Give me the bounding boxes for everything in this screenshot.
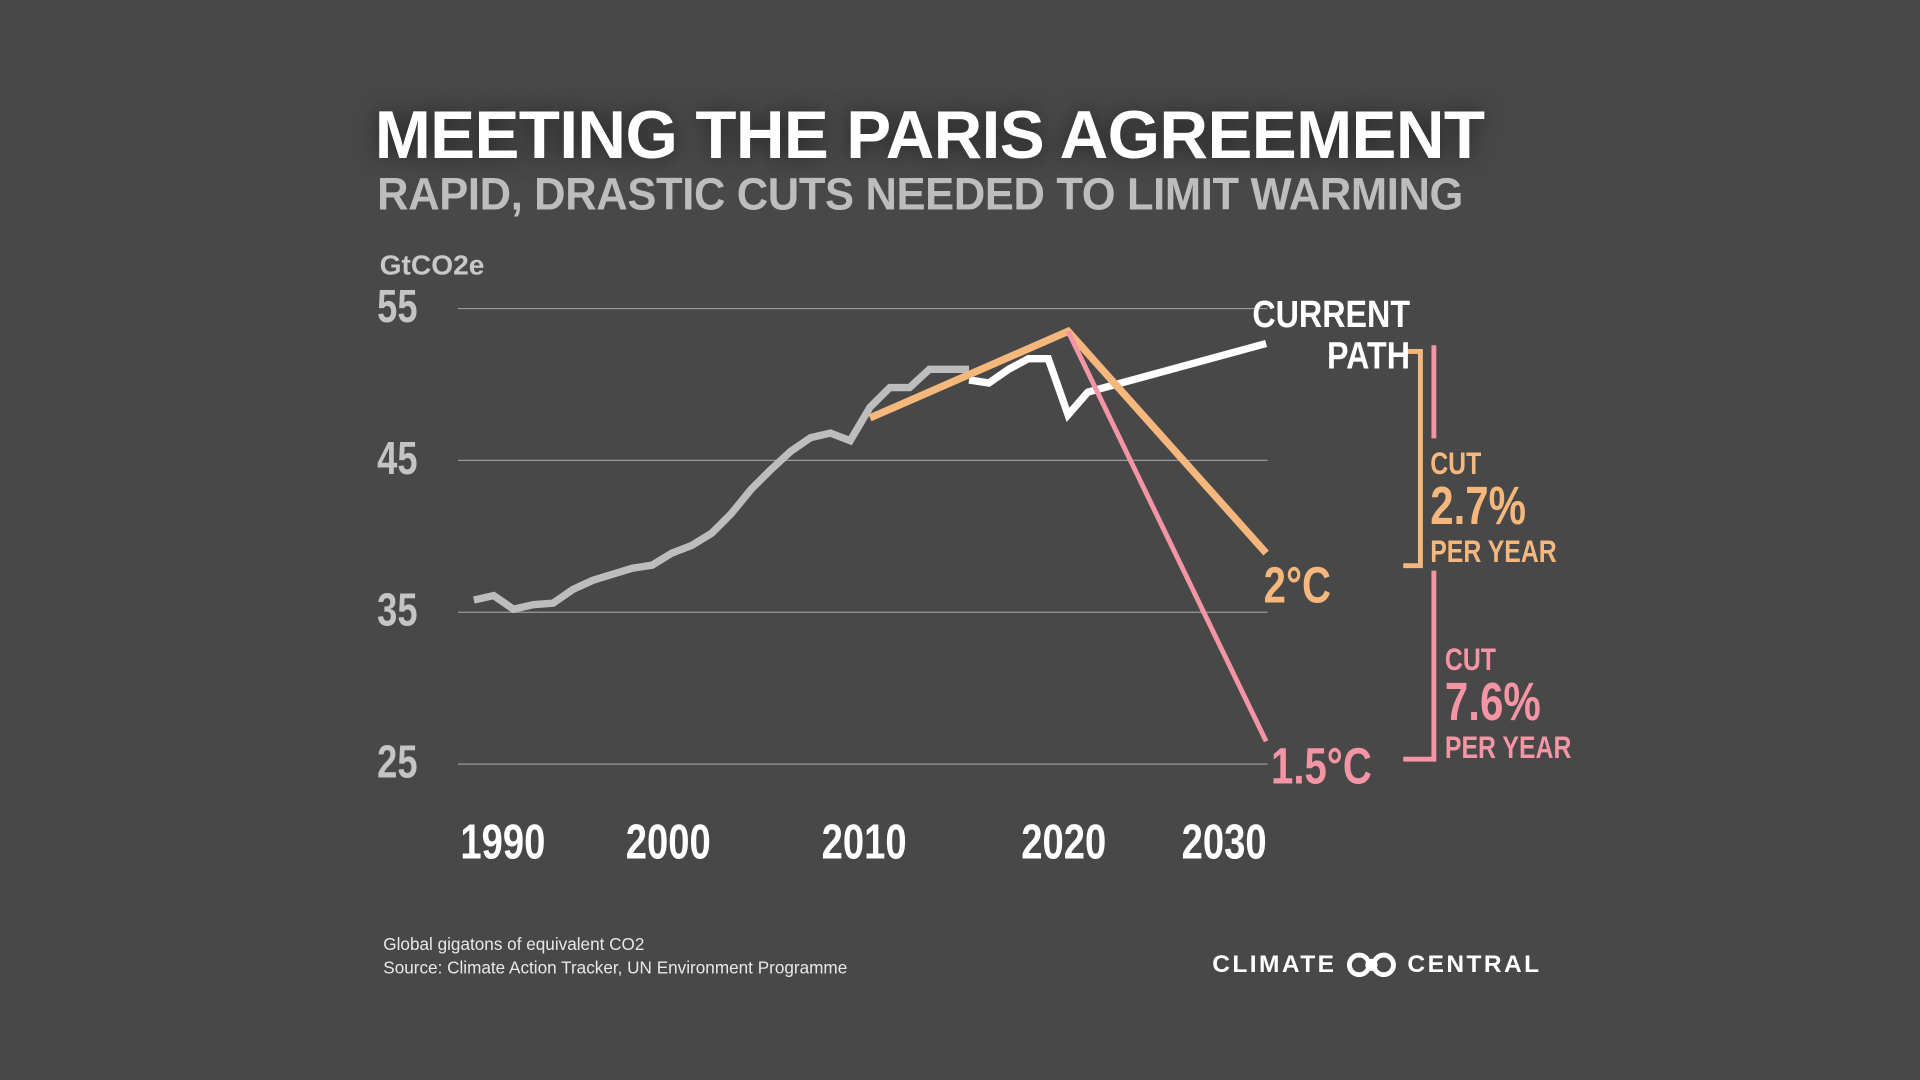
- climate-central-logo: CLIMATE CENTRAL: [1212, 951, 1542, 979]
- historical-line: [473, 365, 970, 614]
- x-tick-2030: 2030: [1181, 815, 1267, 870]
- bracket-15c: [1403, 570, 1437, 762]
- x-tick-2010: 2010: [821, 815, 907, 870]
- 2c-label: 2°C: [1263, 555, 1332, 614]
- y-tick-55: 55: [377, 281, 418, 334]
- bracket-2c: [1403, 348, 1423, 569]
- current-path-line: [968, 339, 1268, 423]
- y-axis-label: GtCO2e: [379, 248, 485, 281]
- climate-central-rings-icon: [1347, 952, 1397, 978]
- cut-1-5c-annotation: CUT 7.6% PER YEAR: [1444, 640, 1572, 766]
- 1-5c-pathway-line: [1065, 330, 1269, 743]
- footnote: Global gigatons of equivalent CO2 Source…: [383, 934, 848, 978]
- current-path-label: CURRENT PATH: [1252, 292, 1411, 378]
- 2c-pathway-line: [868, 326, 1269, 556]
- y-tick-25: 25: [377, 737, 418, 789]
- x-tick-2020: 2020: [1021, 815, 1107, 870]
- y-tick-45: 45: [377, 433, 418, 485]
- page-title: MEETING THE PARIS AGREEMENT: [374, 96, 1485, 173]
- x-tick-2000: 2000: [625, 815, 711, 870]
- cut-2c-annotation: CUT 2.7% PER YEAR: [1430, 444, 1557, 570]
- page-subtitle: RAPID, DRASTIC CUTS NEEDED TO LIMIT WARM…: [377, 168, 1464, 220]
- 1-5c-label: 1.5°C: [1271, 737, 1372, 795]
- y-tick-35: 35: [377, 585, 418, 637]
- x-tick-1990: 1990: [460, 815, 546, 870]
